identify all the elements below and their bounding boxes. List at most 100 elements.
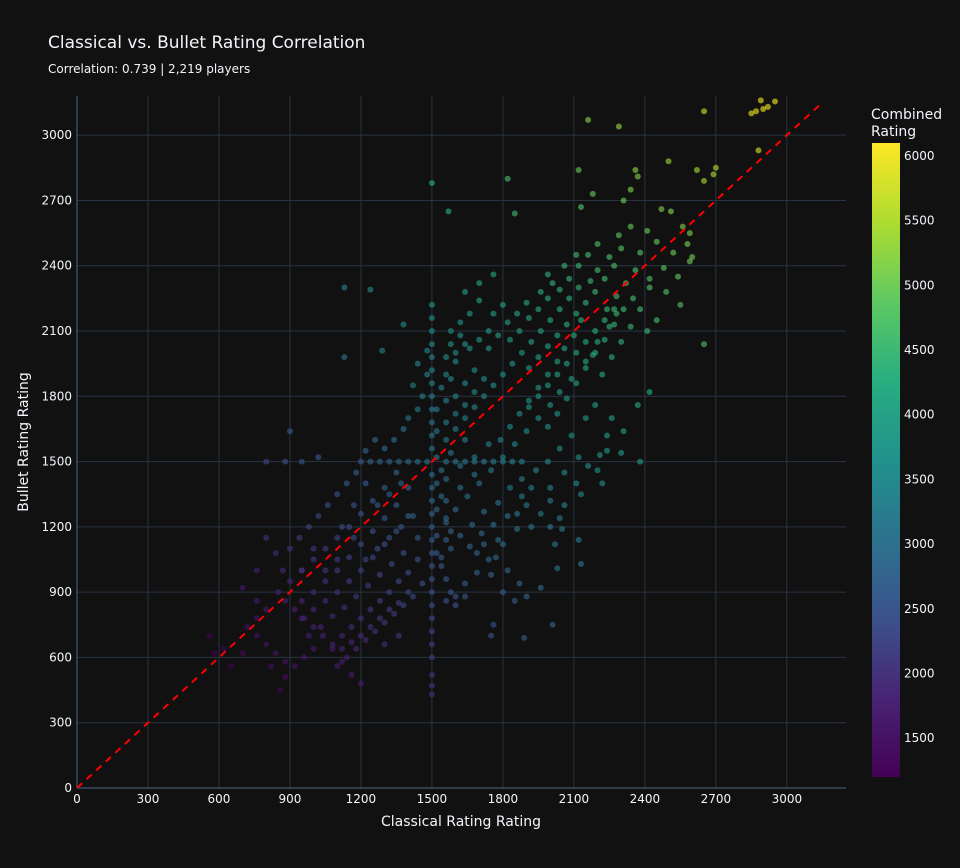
scatter-point xyxy=(362,637,369,644)
scatter-point xyxy=(322,597,329,604)
scatter-point xyxy=(490,521,497,528)
scatter-point xyxy=(615,232,622,239)
scatter-point xyxy=(277,687,284,694)
scatter-point xyxy=(599,371,606,378)
scatter-point xyxy=(374,545,381,552)
scatter-point xyxy=(438,563,445,570)
scatter-point xyxy=(324,502,331,509)
scatter-point xyxy=(606,254,613,261)
scatter-point xyxy=(471,458,478,465)
scatter-point xyxy=(462,593,469,600)
scatter-point xyxy=(322,545,329,552)
grid xyxy=(76,96,846,789)
scatter-point xyxy=(317,623,324,630)
scatter-point xyxy=(428,671,435,678)
scatter-point xyxy=(469,521,476,528)
x-tick-labels: 0 300 600 900 1200 1500 1800 2100 2400 2700 3000 xyxy=(73,792,802,806)
scatter-point xyxy=(315,454,322,461)
scatter-point xyxy=(568,432,575,439)
scatter-point xyxy=(604,432,611,439)
scatter-point xyxy=(630,295,637,302)
scatter-point xyxy=(499,301,506,308)
scatter-point xyxy=(537,584,544,591)
colorbar-tick-label: 6000 xyxy=(904,149,935,163)
scatter-point xyxy=(511,210,518,217)
scatter-point xyxy=(577,560,584,567)
scatter-point xyxy=(348,623,355,630)
scatter-point xyxy=(322,578,329,585)
scatter-point xyxy=(547,317,554,324)
scatter-point xyxy=(525,314,532,321)
scatter-point xyxy=(443,515,450,522)
scatter-point xyxy=(443,475,450,482)
scatter-point xyxy=(504,512,511,519)
scatter-point xyxy=(428,691,435,698)
scatter-point xyxy=(712,164,719,171)
scatter-point xyxy=(298,567,305,574)
scatter-point xyxy=(445,208,452,215)
scatter-point xyxy=(646,388,653,395)
scatter-point xyxy=(457,484,464,491)
y-tick-label: 600 xyxy=(49,650,72,664)
scatter-point xyxy=(480,508,487,515)
colorbar-title-line-1: Combined xyxy=(871,107,942,123)
scatter-point xyxy=(428,484,435,491)
scatter-point xyxy=(286,545,293,552)
scatter-point xyxy=(339,523,346,530)
scatter-point xyxy=(428,328,435,335)
colorbar-tick-labels: 1500 2000 2500 3000 3500 4000 4500 5000 5500 6000 xyxy=(904,149,935,745)
scatter-point xyxy=(320,632,327,639)
x-tick-label: 1500 xyxy=(417,792,448,806)
scatter-point xyxy=(428,589,435,596)
y-tick-label: 1200 xyxy=(41,520,72,534)
scatter-point xyxy=(523,502,530,509)
scatter-point xyxy=(480,541,487,548)
scatter-point xyxy=(528,484,535,491)
scatter-point xyxy=(592,402,599,409)
scatter-point xyxy=(490,382,497,389)
scatter-point xyxy=(514,310,521,317)
scatter-point xyxy=(679,223,686,230)
scatter-point xyxy=(544,423,551,430)
scatter-point xyxy=(381,445,388,452)
scatter-point xyxy=(341,354,348,361)
scatter-point xyxy=(452,393,459,400)
scatter-point xyxy=(405,569,412,576)
scatter-point xyxy=(523,428,530,435)
scatter-point xyxy=(279,567,286,574)
y-tick-labels: 0 300 600 900 1200 1500 1800 2100 2400 2700 3000 xyxy=(41,128,72,795)
x-tick-label: 900 xyxy=(279,792,302,806)
scatter-point xyxy=(653,317,660,324)
scatter-point xyxy=(490,621,497,628)
scatter-point xyxy=(400,425,407,432)
scatter-point xyxy=(537,288,544,295)
scatter-point xyxy=(428,471,435,478)
scatter-point xyxy=(428,367,435,374)
scatter-point xyxy=(372,436,379,443)
scatter-point xyxy=(268,663,275,670)
scatter-point xyxy=(618,449,625,456)
colorbar-tick-label: 3500 xyxy=(904,472,935,486)
scatter-point xyxy=(601,317,608,324)
scatter-point xyxy=(428,393,435,400)
scatter-point xyxy=(575,454,582,461)
colorbar-tick-label: 5000 xyxy=(904,278,935,292)
scatter-point xyxy=(414,406,421,413)
scatter-point xyxy=(457,332,464,339)
scatter-point xyxy=(381,641,388,648)
scatter-point xyxy=(452,349,459,356)
scatter-point xyxy=(381,619,388,626)
scatter-point xyxy=(585,251,592,258)
scatter-point xyxy=(573,349,580,356)
scatter-point xyxy=(386,491,393,498)
scatter-point xyxy=(518,458,525,465)
scatter-point xyxy=(601,275,608,282)
scatter-point xyxy=(563,321,570,328)
scatter-point xyxy=(523,593,530,600)
scatter-point xyxy=(509,458,516,465)
scatter-point xyxy=(462,288,469,295)
scatter-point xyxy=(428,654,435,661)
scatter-point xyxy=(329,641,336,648)
scatter-point xyxy=(755,147,762,154)
